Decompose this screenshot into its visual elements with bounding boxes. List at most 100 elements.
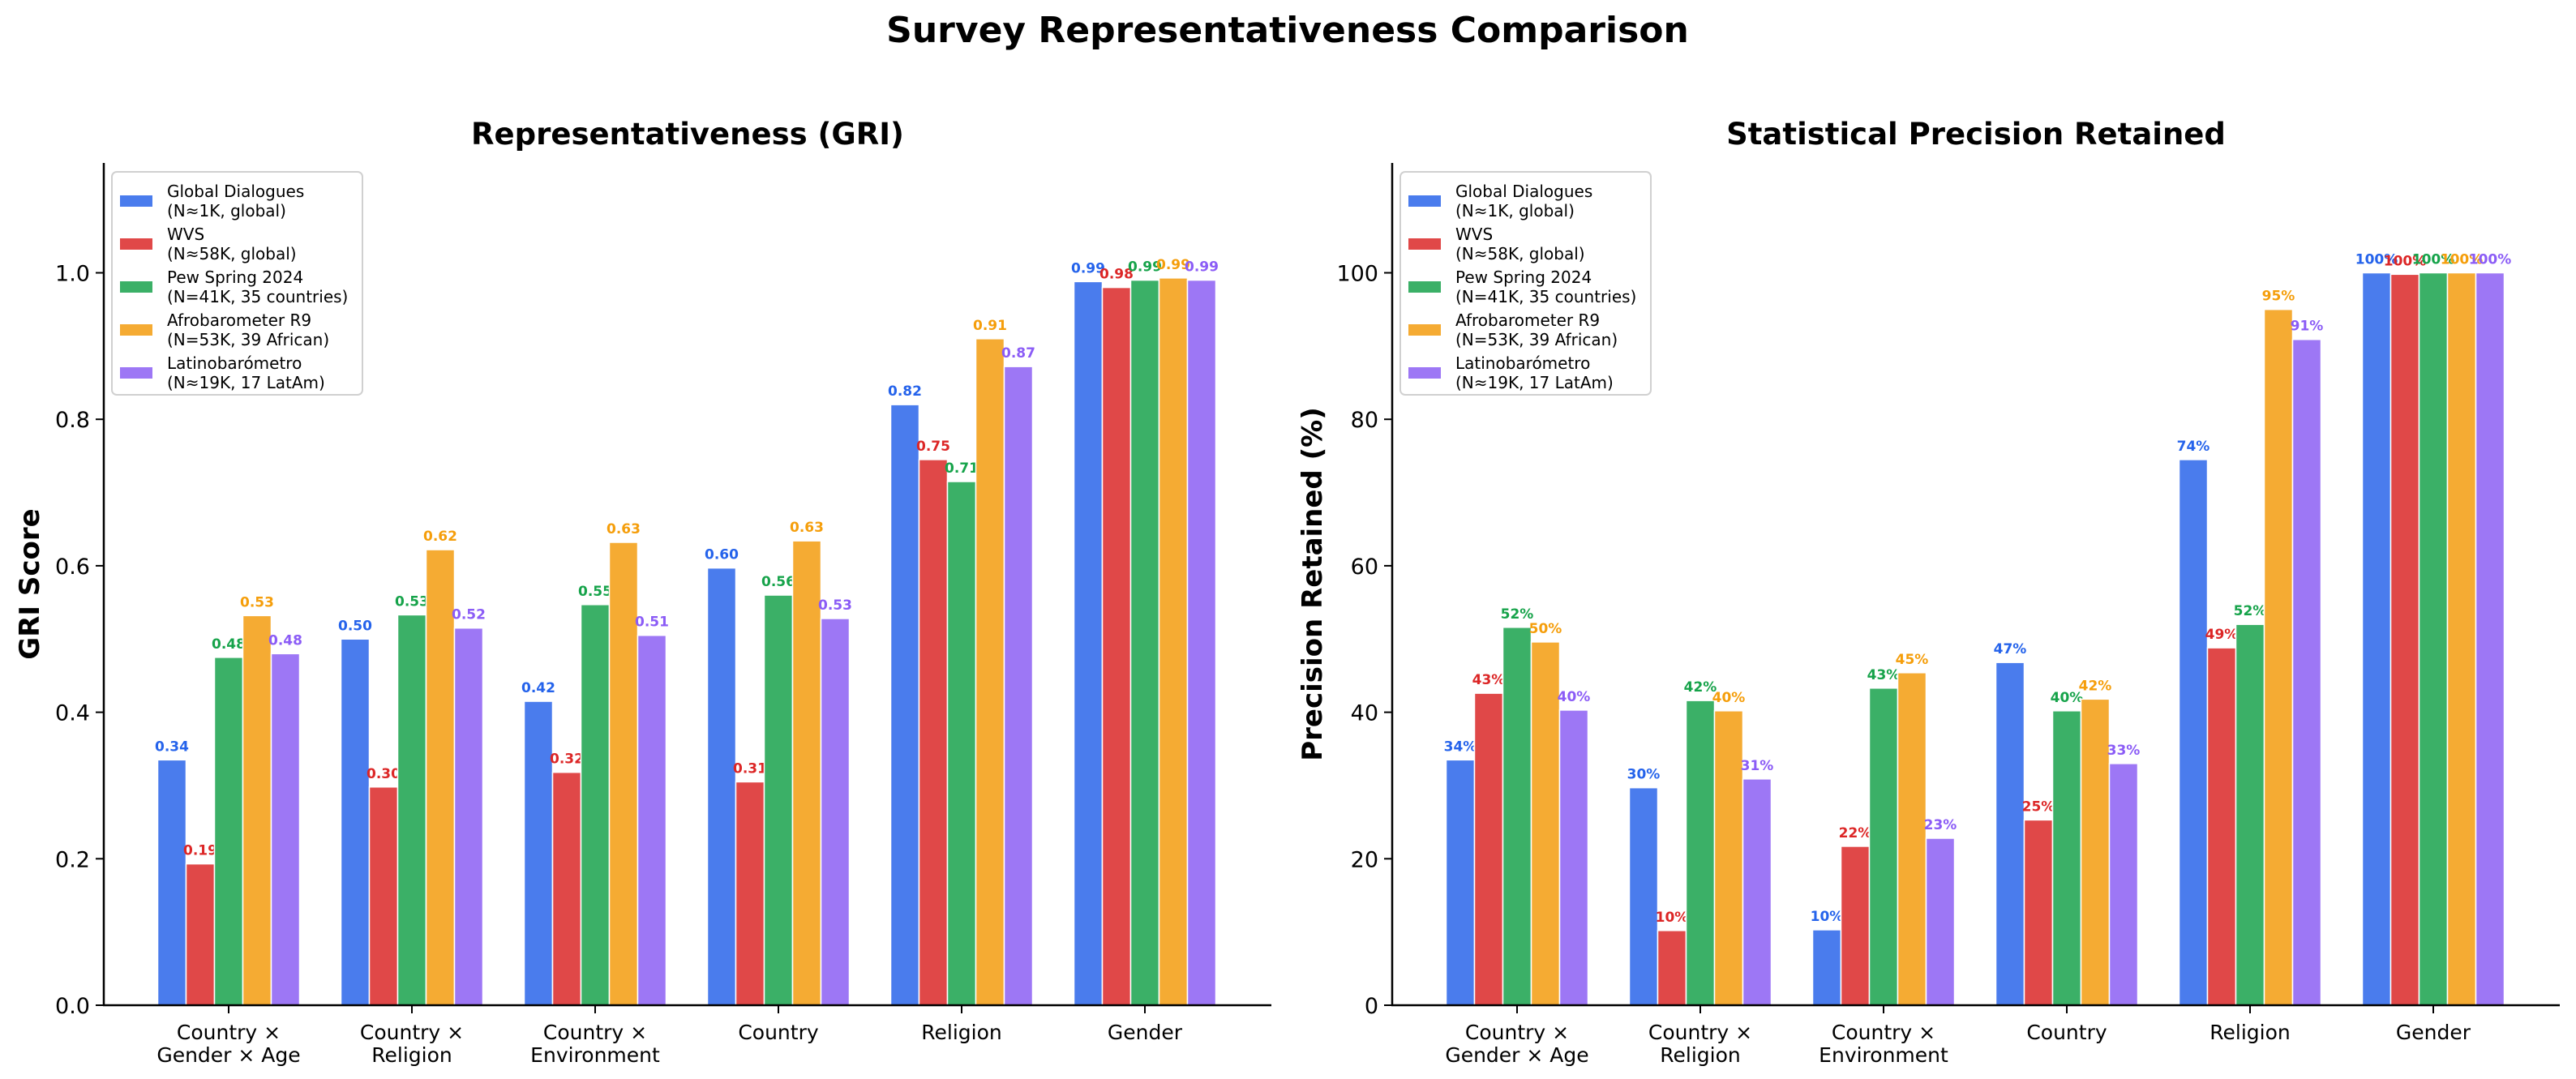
data-label: 0.82 <box>888 383 922 400</box>
bar <box>2051 710 2082 1006</box>
bar <box>1995 662 2025 1006</box>
bar <box>1558 709 1589 1006</box>
legend-label: Global Dialogues <box>1455 182 1592 201</box>
data-label: 45% <box>1896 652 1929 668</box>
legend-box <box>1399 171 1652 396</box>
bar <box>1101 286 1132 1006</box>
data-label: 0.87 <box>1001 345 1035 362</box>
x-tick-label: Country × Gender × Age <box>156 1021 300 1067</box>
legend-entry: Latinobarómetro(N≈19K, 17 LatAm) <box>120 353 325 392</box>
x-tick-label: Country <box>2026 1021 2107 1044</box>
y-axis-label: Precision Retained (%) <box>1297 407 1329 761</box>
x-tick-label-line: Religion <box>1660 1043 1740 1067</box>
legend-swatch <box>120 324 152 336</box>
legend-swatch <box>120 195 152 207</box>
data-label: 0.53 <box>240 594 274 610</box>
y-tick-label: 80 <box>1351 408 1378 433</box>
bar <box>2263 308 2294 1006</box>
bar <box>2235 623 2265 1006</box>
series-0: 34% 30% 10% 47% 74% 100% <box>1444 252 2398 1006</box>
data-label: 0.53 <box>818 597 852 614</box>
data-label: 0.48 <box>268 632 302 649</box>
chart-title: Statistical Precision Retained <box>1726 117 2226 152</box>
data-label: 52% <box>1501 606 1534 623</box>
bar <box>185 863 216 1006</box>
data-label: 0.63 <box>790 520 824 536</box>
bar <box>551 771 582 1006</box>
x-tick-label: Country × Religion <box>360 1021 464 1067</box>
data-label: 0.50 <box>338 618 372 634</box>
legend-swatch <box>120 281 152 293</box>
data-label: 0.91 <box>973 318 1007 334</box>
legend-entry: Pew Spring 2024(N=41K, 35 countries) <box>1408 268 1636 306</box>
data-label: 50% <box>1529 621 1562 637</box>
data-label: 100% <box>2412 252 2455 268</box>
legend-sublabel: (N=41K, 35 countries) <box>167 287 348 306</box>
data-label: 42% <box>2079 678 2112 694</box>
bar <box>1003 366 1034 1006</box>
data-label: 0.53 <box>395 593 429 610</box>
legend-swatch <box>1408 281 1441 293</box>
bar <box>1502 627 1532 1006</box>
data-label: 0.60 <box>705 547 739 563</box>
legend-entry: Afrobarometer R9(N=53K, 39 African) <box>1408 310 1618 349</box>
x-tick-label: Country × Environment <box>1819 1021 1948 1067</box>
x-tick-label-line: Country × <box>360 1021 464 1044</box>
y-axis-label: GRI Score <box>14 508 46 659</box>
data-label: 33% <box>2107 743 2141 759</box>
bar <box>1840 846 1871 1006</box>
legend-sublabel: (N≈58K, global) <box>1455 244 1585 263</box>
data-label: 0.99 <box>1185 259 1219 276</box>
data-label: 0.55 <box>578 584 612 600</box>
bar <box>523 700 554 1006</box>
bar <box>946 481 977 1006</box>
data-label: 0.30 <box>366 766 401 782</box>
legend-entry: Global Dialogues(N≈1K, global) <box>1408 182 1592 221</box>
x-tick-label-line: Country <box>2026 1021 2107 1044</box>
bar <box>1925 837 1956 1006</box>
legend-swatch <box>1408 195 1441 207</box>
bar <box>1657 930 1687 1006</box>
bar <box>2178 459 2209 1006</box>
legend-swatch <box>120 238 152 250</box>
data-label: 0.99 <box>1071 260 1105 276</box>
y-tick-label: 40 <box>1351 701 1378 726</box>
data-label: 47% <box>1994 641 2027 657</box>
data-label: 0.19 <box>183 843 217 859</box>
series-1: 0.19 0.30 0.32 0.31 0.75 0.98 <box>183 267 1134 1006</box>
bar <box>1868 687 1899 1006</box>
data-label: 23% <box>1924 817 1957 833</box>
chart-precision: Statistical Precision Retained Precision … <box>1297 117 2560 1067</box>
legend-label: WVS <box>167 225 204 244</box>
bar <box>1129 279 1160 1006</box>
data-label: 42% <box>1684 679 1717 696</box>
y-tick-label: 0 <box>1365 994 1378 1019</box>
data-label: 40% <box>1712 690 1746 706</box>
legend-sublabel: (N≈19K, 17 LatAm) <box>1455 373 1614 392</box>
bar <box>156 759 187 1006</box>
legend-label: Latinobarómetro <box>1455 353 1590 373</box>
bar <box>1811 929 1842 1006</box>
bar <box>2475 272 2505 1006</box>
data-label: 30% <box>1627 767 1661 783</box>
bar <box>820 618 851 1006</box>
bar <box>1073 280 1104 1006</box>
legend-entry: WVS(N≈58K, global) <box>1408 225 1585 263</box>
y-tick-label: 1.0 <box>55 262 90 287</box>
y-tick-label: 0.6 <box>55 554 90 580</box>
data-label: 40% <box>1558 689 1591 705</box>
legend-label: Global Dialogues <box>167 182 304 201</box>
x-tick-label: Religion <box>921 1021 1001 1044</box>
y-tick-label: 0.0 <box>55 994 90 1019</box>
bar <box>889 404 920 1006</box>
x-tick-label-line: Gender × Age <box>156 1043 300 1067</box>
x-tick-label-line: Religion <box>371 1043 452 1067</box>
legend-sublabel: (N≈1K, global) <box>1455 201 1575 221</box>
bar <box>580 604 611 1006</box>
data-label: 43% <box>1867 667 1901 683</box>
legend-entry: Afrobarometer R9(N=53K, 39 African) <box>120 310 329 349</box>
x-tick-label-line: Environment <box>1819 1043 1948 1067</box>
legend-label: Latinobarómetro <box>167 353 302 373</box>
legend-sublabel: (N=53K, 39 African) <box>1455 330 1618 349</box>
